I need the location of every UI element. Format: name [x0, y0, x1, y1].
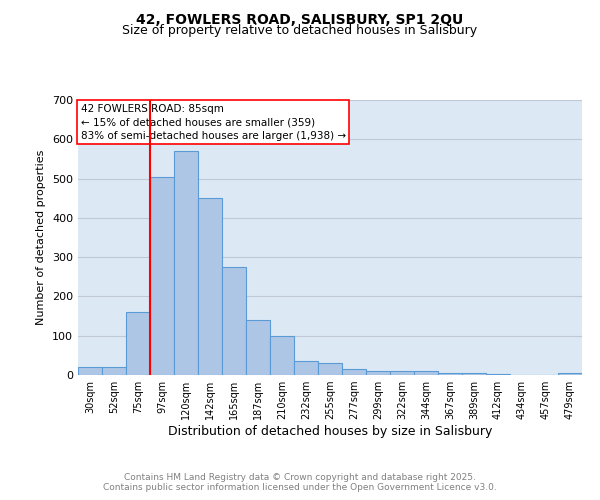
- Y-axis label: Number of detached properties: Number of detached properties: [37, 150, 46, 325]
- Bar: [150, 176, 174, 375]
- Bar: [270, 336, 294, 375]
- Bar: [126, 312, 150, 375]
- X-axis label: Distribution of detached houses by size in Salisbury: Distribution of detached houses by size …: [168, 425, 492, 438]
- Bar: [438, 373, 462, 375]
- Text: Contains HM Land Registry data © Crown copyright and database right 2025.
Contai: Contains HM Land Registry data © Crown c…: [103, 473, 497, 492]
- Bar: [414, 371, 438, 375]
- Bar: [102, 367, 126, 375]
- Bar: [318, 363, 342, 375]
- Bar: [486, 374, 510, 375]
- Bar: [78, 367, 102, 375]
- Text: Size of property relative to detached houses in Salisbury: Size of property relative to detached ho…: [122, 24, 478, 37]
- Bar: [222, 267, 246, 375]
- Bar: [390, 371, 414, 375]
- Text: 42, FOWLERS ROAD, SALISBURY, SP1 2QU: 42, FOWLERS ROAD, SALISBURY, SP1 2QU: [136, 12, 464, 26]
- Bar: [366, 371, 390, 375]
- Bar: [462, 373, 486, 375]
- Text: 42 FOWLERS ROAD: 85sqm
← 15% of detached houses are smaller (359)
83% of semi-de: 42 FOWLERS ROAD: 85sqm ← 15% of detached…: [80, 104, 346, 141]
- Bar: [246, 320, 270, 375]
- Bar: [294, 361, 318, 375]
- Bar: [174, 151, 198, 375]
- Bar: [198, 198, 222, 375]
- Bar: [342, 369, 366, 375]
- Bar: [558, 373, 582, 375]
